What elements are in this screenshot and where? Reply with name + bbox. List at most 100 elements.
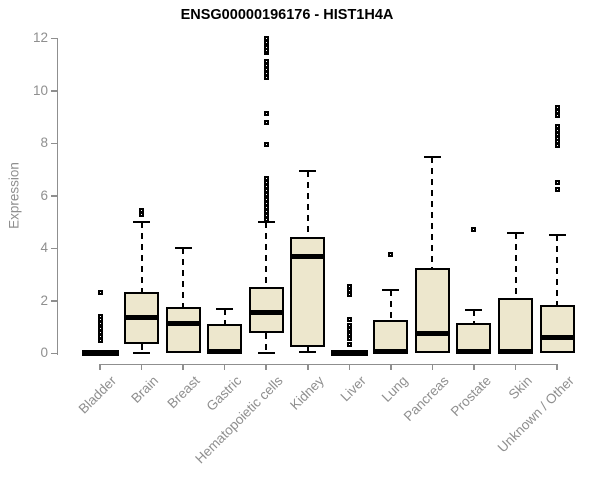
- x-tick: [265, 364, 267, 370]
- median-line: [373, 349, 409, 355]
- whisker-upper: [556, 235, 559, 305]
- x-tick: [390, 364, 392, 370]
- y-tick-label: 12: [32, 30, 48, 46]
- x-tick-label: Pancreas: [401, 373, 453, 424]
- y-axis-line: [56, 38, 58, 355]
- y-tick-label: 6: [40, 187, 48, 203]
- outlier-point: [263, 35, 269, 41]
- outlier-point: [263, 176, 269, 182]
- outlier-point: [263, 119, 269, 125]
- whisker-cap-upper: [216, 307, 234, 310]
- whisker-upper: [265, 222, 268, 287]
- median-line: [539, 334, 575, 340]
- median-line: [456, 349, 492, 355]
- outlier-point: [97, 314, 103, 320]
- box: [414, 267, 450, 353]
- whisker-cap-upper: [382, 288, 400, 291]
- whisker-cap-upper: [174, 247, 192, 250]
- x-tick: [473, 364, 475, 370]
- median-line: [248, 309, 284, 315]
- outlier-point: [263, 59, 269, 65]
- x-tick: [99, 364, 101, 370]
- whisker-upper: [182, 248, 185, 307]
- whisker-cap-upper: [548, 234, 566, 237]
- y-tick-label: 10: [32, 82, 48, 98]
- x-tick: [223, 364, 226, 370]
- box: [539, 304, 575, 353]
- x-tick-label: Lung: [378, 373, 411, 405]
- whisker-upper: [306, 170, 309, 237]
- x-tick-label: Bladder: [76, 373, 120, 417]
- whisker-lower: [306, 346, 309, 352]
- outlier-point: [263, 142, 269, 148]
- outlier-point: [97, 290, 103, 296]
- y-tick: [51, 247, 57, 250]
- outlier-point: [346, 283, 352, 289]
- x-tick-label: Unknown / Other: [494, 373, 577, 456]
- outlier-point: [554, 123, 560, 129]
- median-line: [290, 253, 326, 259]
- whisker-upper: [472, 310, 475, 324]
- x-tick-label: Breast: [164, 373, 203, 412]
- median-line: [498, 349, 533, 355]
- collapsed-box: [330, 349, 368, 356]
- outlier-point: [346, 341, 352, 347]
- outlier-point: [388, 252, 394, 258]
- whisker-lower: [140, 343, 143, 353]
- box: [498, 298, 533, 353]
- box: [165, 306, 201, 353]
- x-tick: [431, 364, 434, 370]
- whisker-cap-upper: [257, 221, 275, 224]
- y-tick: [51, 90, 57, 92]
- whisker-cap-lower: [257, 351, 275, 354]
- outlier-point: [263, 197, 269, 203]
- y-tick: [51, 142, 57, 145]
- y-tick: [51, 300, 57, 302]
- x-tick: [348, 364, 351, 370]
- outlier-point: [346, 332, 352, 338]
- whisker-upper: [431, 156, 434, 268]
- y-tick: [51, 37, 57, 40]
- whisker-cap-lower: [133, 351, 151, 354]
- whisker-upper: [223, 308, 226, 324]
- y-tick-label: 2: [40, 292, 48, 308]
- y-tick-label: 4: [40, 240, 48, 256]
- whisker-upper: [389, 289, 392, 320]
- whisker-cap-upper: [423, 155, 441, 158]
- y-tick: [51, 195, 57, 197]
- median-line: [165, 320, 201, 326]
- whisker-cap-upper: [299, 169, 317, 172]
- outlier-point: [346, 323, 352, 329]
- chart-title: ENSG00000196176 - HIST1H4A: [180, 7, 394, 23]
- x-tick-label: Liver: [337, 373, 369, 405]
- x-tick: [514, 364, 517, 370]
- whisker-cap-upper: [133, 221, 151, 224]
- y-tick-label: 0: [40, 345, 48, 361]
- x-tick-label: Prostate: [447, 373, 494, 420]
- outlier-point: [471, 227, 477, 233]
- collapsed-box: [81, 349, 119, 356]
- box: [373, 319, 409, 353]
- whisker-cap-upper: [465, 309, 483, 312]
- outlier-point: [554, 105, 560, 111]
- y-tick-label: 8: [40, 135, 48, 151]
- outlier-point: [139, 207, 145, 213]
- whisker-upper: [140, 222, 143, 292]
- outlier-point: [554, 186, 560, 192]
- y-tick: [51, 352, 57, 355]
- x-tick-label: Skin: [505, 373, 536, 403]
- whisker-upper: [514, 233, 517, 299]
- x-tick: [556, 364, 558, 370]
- outlier-point: [263, 110, 269, 116]
- x-tick-label: Brain: [128, 373, 162, 406]
- x-tick: [182, 364, 184, 370]
- median-line: [414, 331, 450, 337]
- x-tick: [140, 364, 143, 370]
- median-line: [207, 348, 243, 354]
- whisker-lower: [265, 333, 268, 353]
- whisker-cap-lower: [299, 350, 317, 353]
- x-tick-label: Gastric: [203, 373, 245, 414]
- x-axis-line: [99, 363, 558, 365]
- x-tick: [307, 364, 309, 370]
